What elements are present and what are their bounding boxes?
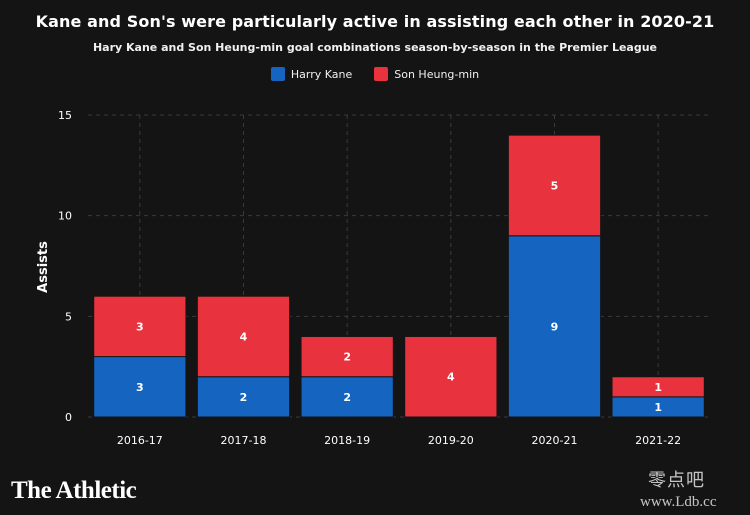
y-tick-label: 0 bbox=[65, 411, 72, 424]
x-tick-label: 2019-20 bbox=[428, 434, 474, 447]
legend-swatch-harry-kane bbox=[270, 67, 285, 81]
bar-label-son-heung-min-2019-20: 4 bbox=[447, 371, 455, 384]
x-tick-label: 2020-21 bbox=[532, 434, 578, 447]
legend-label-harry-kane: Harry Kane bbox=[290, 67, 353, 81]
watermark-chinese: 零点吧 bbox=[648, 470, 705, 491]
y-axis-title: Assists bbox=[36, 241, 51, 293]
bar-harry-kane-2017-18 bbox=[196, 376, 291, 418]
bar-son-heung-min-2019-20 bbox=[404, 335, 498, 418]
legend-label-son-heung-min: Son Heung-min bbox=[394, 67, 480, 81]
chart-subtitle: Hary Kane and Son Heung-min goal combina… bbox=[92, 41, 658, 54]
x-tick-label: 2016-17 bbox=[117, 434, 163, 447]
the-athletic-logo: The Athletic bbox=[11, 477, 137, 504]
bar-label-son-heung-min-2021-22: 1 bbox=[654, 381, 662, 394]
x-tick-label: 2017-18 bbox=[221, 434, 267, 447]
x-tick-label: 2021-22 bbox=[635, 434, 681, 447]
legend-item-harry-kane: Harry Kane bbox=[270, 67, 353, 81]
y-tick-label: 10 bbox=[58, 210, 72, 223]
bar-label-son-heung-min-2018-19: 2 bbox=[343, 351, 351, 364]
y-tick-label: 15 bbox=[58, 109, 72, 122]
bar-label-harry-kane-2017-18: 2 bbox=[240, 391, 248, 404]
bar-son-heung-min-2021-22 bbox=[611, 376, 705, 398]
y-tick-label: 5 bbox=[65, 310, 72, 323]
bar-son-heung-min-2018-19 bbox=[300, 335, 394, 378]
bar-label-harry-kane-2016-17: 3 bbox=[136, 381, 144, 394]
legend-item-son-heung-min: Son Heung-min bbox=[374, 67, 479, 81]
chart-legend: Harry Kane Son Heung-min bbox=[0, 67, 750, 81]
bar-label-harry-kane-2018-19: 2 bbox=[343, 391, 351, 404]
bar-son-heung-min-2017-18 bbox=[196, 295, 291, 378]
bar-harry-kane-2018-19 bbox=[300, 376, 394, 418]
chart-title: Kane and Son's were particularly active … bbox=[35, 12, 715, 31]
bar-son-heung-min-2020-21 bbox=[507, 134, 602, 237]
bar-harry-kane-2016-17 bbox=[93, 356, 187, 418]
bar-label-son-heung-min-2016-17: 3 bbox=[136, 320, 144, 333]
x-tick-label: 2018-19 bbox=[324, 434, 370, 447]
bar-label-son-heung-min-2017-18: 4 bbox=[240, 330, 248, 343]
legend-swatch-son-heung-min bbox=[374, 67, 389, 81]
watermark-url: www.Ldb.cc bbox=[640, 494, 717, 510]
bar-label-harry-kane-2020-21: 9 bbox=[551, 320, 559, 333]
bar-label-harry-kane-2021-22: 1 bbox=[654, 401, 662, 414]
bar-label-son-heung-min-2020-21: 5 bbox=[551, 179, 559, 192]
bar-harry-kane-2020-21 bbox=[507, 235, 602, 418]
bar-son-heung-min-2016-17 bbox=[93, 295, 187, 358]
